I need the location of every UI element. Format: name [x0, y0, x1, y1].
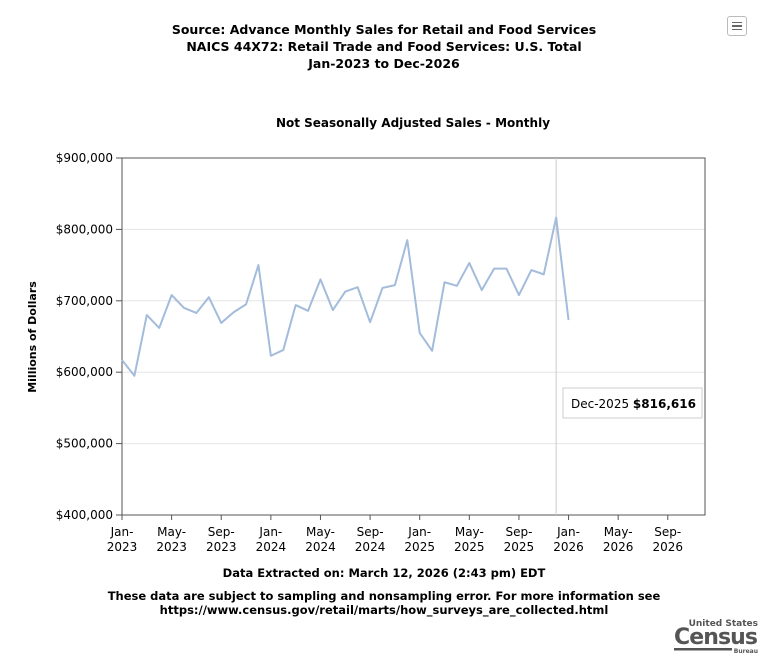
title-line-1: Source: Advance Monthly Sales for Retail… [171, 22, 597, 37]
menu-icon [732, 21, 742, 24]
y-tick-label: $800,000 [56, 222, 113, 236]
census-logo: United States Census Bureau [674, 619, 758, 655]
x-tick-label: May-2025 [454, 525, 485, 554]
title-line-3: Jan-2023 to Dec-2026 [308, 56, 460, 71]
x-tick-label: Sep-2024 [355, 525, 386, 554]
y-axis-label: Millions of Dollars [26, 281, 39, 393]
x-tick-label: Sep-2023 [206, 525, 237, 554]
y-tick-label: $400,000 [56, 508, 113, 522]
extracted-date: Data Extracted on: March 12, 2026 (2:43 … [222, 566, 546, 580]
svg-text:United States: United States [689, 619, 758, 629]
x-tick-label: Sep-2025 [504, 525, 535, 554]
x-tick-label: May-2024 [305, 525, 336, 554]
chart-title: Not Seasonally Adjusted Sales - Monthly [276, 116, 550, 130]
svg-text:Dec-2025 $816,616: Dec-2025 $816,616 [571, 397, 696, 411]
x-tick-label: Jan-2025 [404, 525, 435, 554]
x-tick-label: Sep-2026 [653, 525, 684, 554]
y-tick-label: $900,000 [56, 151, 113, 165]
x-tick-label: Jan-2024 [256, 525, 287, 554]
title-line-2: NAICS 44X72: Retail Trade and Food Servi… [186, 39, 582, 54]
svg-text:Census: Census [674, 625, 758, 650]
y-tick-label: $700,000 [56, 294, 113, 308]
x-tick-label: Jan-2026 [553, 525, 584, 554]
x-tick-label: May-2023 [156, 525, 187, 554]
chart: Not Seasonally Adjusted Sales - Monthly … [26, 116, 706, 554]
tooltip-label: Dec-2025 [571, 397, 629, 411]
y-tick-label: $500,000 [56, 437, 113, 451]
footnote-line-2: https://www.census.gov/retail/marts/how_… [159, 603, 609, 617]
y-tick-label: $600,000 [56, 365, 113, 379]
tooltip: Dec-2025 $816,616 [562, 387, 703, 419]
chart-menu-button[interactable] [727, 16, 747, 36]
x-tick-label: Jan-2023 [107, 525, 138, 554]
plot-frame [121, 157, 706, 516]
x-tick-label: May-2026 [603, 525, 634, 554]
svg-text:Bureau: Bureau [734, 648, 758, 655]
footnote-line-1: These data are subject to sampling and n… [107, 589, 661, 603]
tooltip-value: $816,616 [633, 397, 696, 411]
series-line [121, 216, 570, 377]
